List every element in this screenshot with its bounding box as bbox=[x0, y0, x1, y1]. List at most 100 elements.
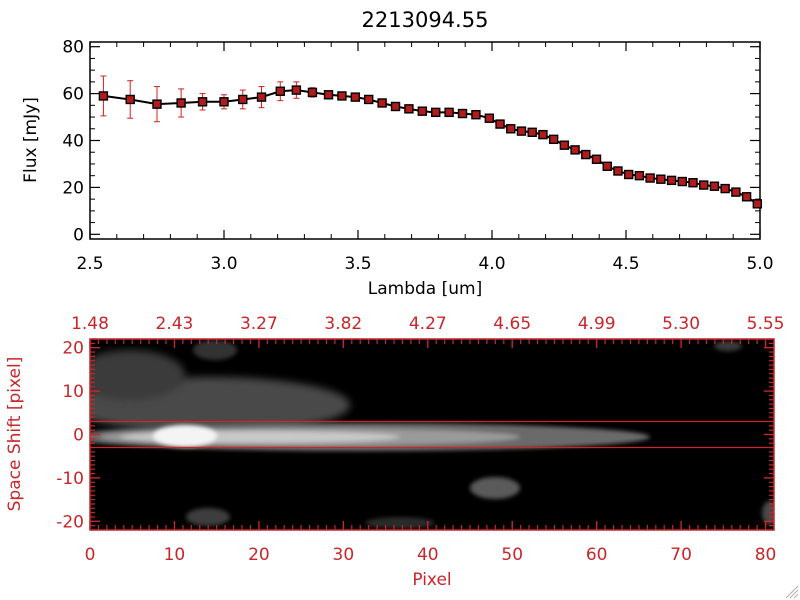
wavelength-tick-label: 5.30 bbox=[662, 314, 700, 334]
blob-bottom-mid bbox=[365, 517, 435, 529]
data-point bbox=[677, 176, 687, 187]
data-point bbox=[197, 97, 208, 107]
wavelength-tick-label: 5.55 bbox=[747, 314, 785, 334]
x-tick-label: 5.0 bbox=[746, 254, 773, 274]
spectrum-x-label: Lambda [um] bbox=[368, 279, 482, 299]
upper-left-spot bbox=[193, 340, 237, 360]
y-tick-label: 80 bbox=[62, 38, 84, 58]
data-point bbox=[98, 91, 109, 101]
data-point bbox=[484, 113, 495, 123]
data-point bbox=[176, 98, 186, 108]
data-point bbox=[548, 134, 559, 145]
x-tick-label: 80 bbox=[755, 545, 777, 565]
spectrum-image-plot: 1.48 2.43 3.27 3.82 4.27 4.65 4.99 5.30 5.55 0 10… bbox=[5, 314, 784, 590]
wavelength-tick-label: 4.65 bbox=[493, 314, 531, 334]
data-point bbox=[256, 92, 267, 102]
spectrum-frame bbox=[89, 41, 761, 240]
x-tick-label: 70 bbox=[670, 545, 692, 565]
data-point bbox=[516, 126, 527, 136]
wavelength-tick-label: 1.48 bbox=[71, 314, 109, 334]
trace-core bbox=[153, 425, 217, 447]
data-point bbox=[570, 145, 580, 155]
data-point bbox=[581, 149, 591, 160]
x-tick-label: 50 bbox=[501, 545, 523, 565]
x-tick-label: 20 bbox=[248, 545, 270, 565]
data-point bbox=[634, 170, 645, 181]
data-point bbox=[390, 101, 401, 112]
data-point bbox=[559, 140, 570, 150]
y-tick-label: 10 bbox=[62, 382, 84, 402]
data-point bbox=[741, 192, 752, 202]
data-point bbox=[731, 187, 741, 197]
data-point bbox=[720, 183, 730, 194]
data-point bbox=[444, 107, 454, 118]
x-tick-label: 3.5 bbox=[344, 254, 371, 274]
wavelength-tick-label: 4.99 bbox=[578, 314, 616, 334]
x-tick-label: 40 bbox=[417, 545, 439, 565]
data-point bbox=[495, 119, 505, 129]
data-point bbox=[152, 99, 162, 109]
spectrum-plot: 2213094.55 2.5 3.0 3.5 4.0 4.5 5.0 020406080 … bbox=[21, 8, 774, 299]
data-point bbox=[699, 180, 709, 190]
resize-grip-icon[interactable] bbox=[785, 585, 799, 599]
data-point bbox=[323, 90, 334, 100]
data-point bbox=[709, 181, 720, 191]
y-tick-label: 0 bbox=[73, 426, 84, 446]
spectrum-ticks bbox=[89, 42, 761, 239]
x-tick-label: 10 bbox=[164, 545, 186, 565]
data-point bbox=[307, 87, 318, 98]
data-point bbox=[350, 92, 361, 102]
y-tick-label: -10 bbox=[56, 469, 84, 489]
wavelength-tick-label: 4.27 bbox=[409, 314, 447, 334]
data-point bbox=[656, 174, 666, 184]
y-tick-label: 20 bbox=[62, 339, 84, 359]
x-tick-label: 4.0 bbox=[478, 254, 505, 274]
data-point bbox=[527, 127, 537, 137]
x-tick-label: 4.5 bbox=[612, 254, 639, 274]
plot-title: 2213094.55 bbox=[362, 8, 489, 32]
image-top-tick-labels: 1.48 2.43 3.27 3.82 4.27 4.65 4.99 5.30 5.55 bbox=[71, 314, 784, 334]
data-point bbox=[377, 98, 387, 108]
spectrum-y-label: Flux [mJy] bbox=[21, 97, 41, 183]
blob-right bbox=[470, 477, 520, 499]
wavelength-tick-label: 3.27 bbox=[240, 314, 278, 334]
data-point bbox=[125, 94, 135, 105]
x-tick-label: 0 bbox=[85, 545, 96, 565]
image-y-label: Space Shift [pixel] bbox=[5, 357, 25, 512]
spectrum-x-tick-labels: 2.5 3.0 3.5 4.0 4.5 5.0 bbox=[76, 254, 773, 274]
data-point bbox=[613, 166, 623, 176]
blob-top-right bbox=[714, 341, 742, 351]
spectrum-series bbox=[98, 75, 763, 209]
x-tick-label: 60 bbox=[586, 545, 608, 565]
y-tick-label: 60 bbox=[62, 85, 84, 105]
data-point bbox=[623, 169, 634, 180]
y-tick-label: 0 bbox=[73, 225, 84, 245]
y-tick-label: 40 bbox=[62, 132, 84, 152]
data-point bbox=[645, 173, 655, 183]
upper-left-glow bbox=[90, 350, 185, 400]
data-point bbox=[219, 97, 229, 107]
data-point bbox=[602, 161, 612, 171]
data-point bbox=[238, 94, 248, 105]
series-line bbox=[103, 89, 758, 205]
data-point bbox=[688, 178, 698, 188]
blob-bottom-right bbox=[762, 501, 774, 525]
data-point bbox=[506, 124, 516, 134]
image-y-tick-labels: -20 -10 0 10 20 bbox=[56, 339, 84, 533]
data-point bbox=[591, 154, 602, 164]
trace-image bbox=[90, 340, 774, 529]
x-tick-label: 2.5 bbox=[76, 254, 103, 274]
data-point bbox=[291, 85, 302, 95]
data-point bbox=[457, 108, 468, 119]
x-tick-label: 3.0 bbox=[210, 254, 237, 274]
data-point bbox=[538, 129, 548, 140]
data-point bbox=[666, 175, 677, 186]
blob-bottom bbox=[186, 508, 230, 526]
wavelength-tick-label: 2.43 bbox=[156, 314, 194, 334]
image-x-label: Pixel bbox=[412, 570, 451, 590]
spectrum-y-tick-labels: 0 20 40 60 80 bbox=[62, 38, 84, 246]
data-point bbox=[275, 86, 285, 96]
x-tick-label: 30 bbox=[333, 545, 355, 565]
image-ticks bbox=[89, 338, 775, 531]
